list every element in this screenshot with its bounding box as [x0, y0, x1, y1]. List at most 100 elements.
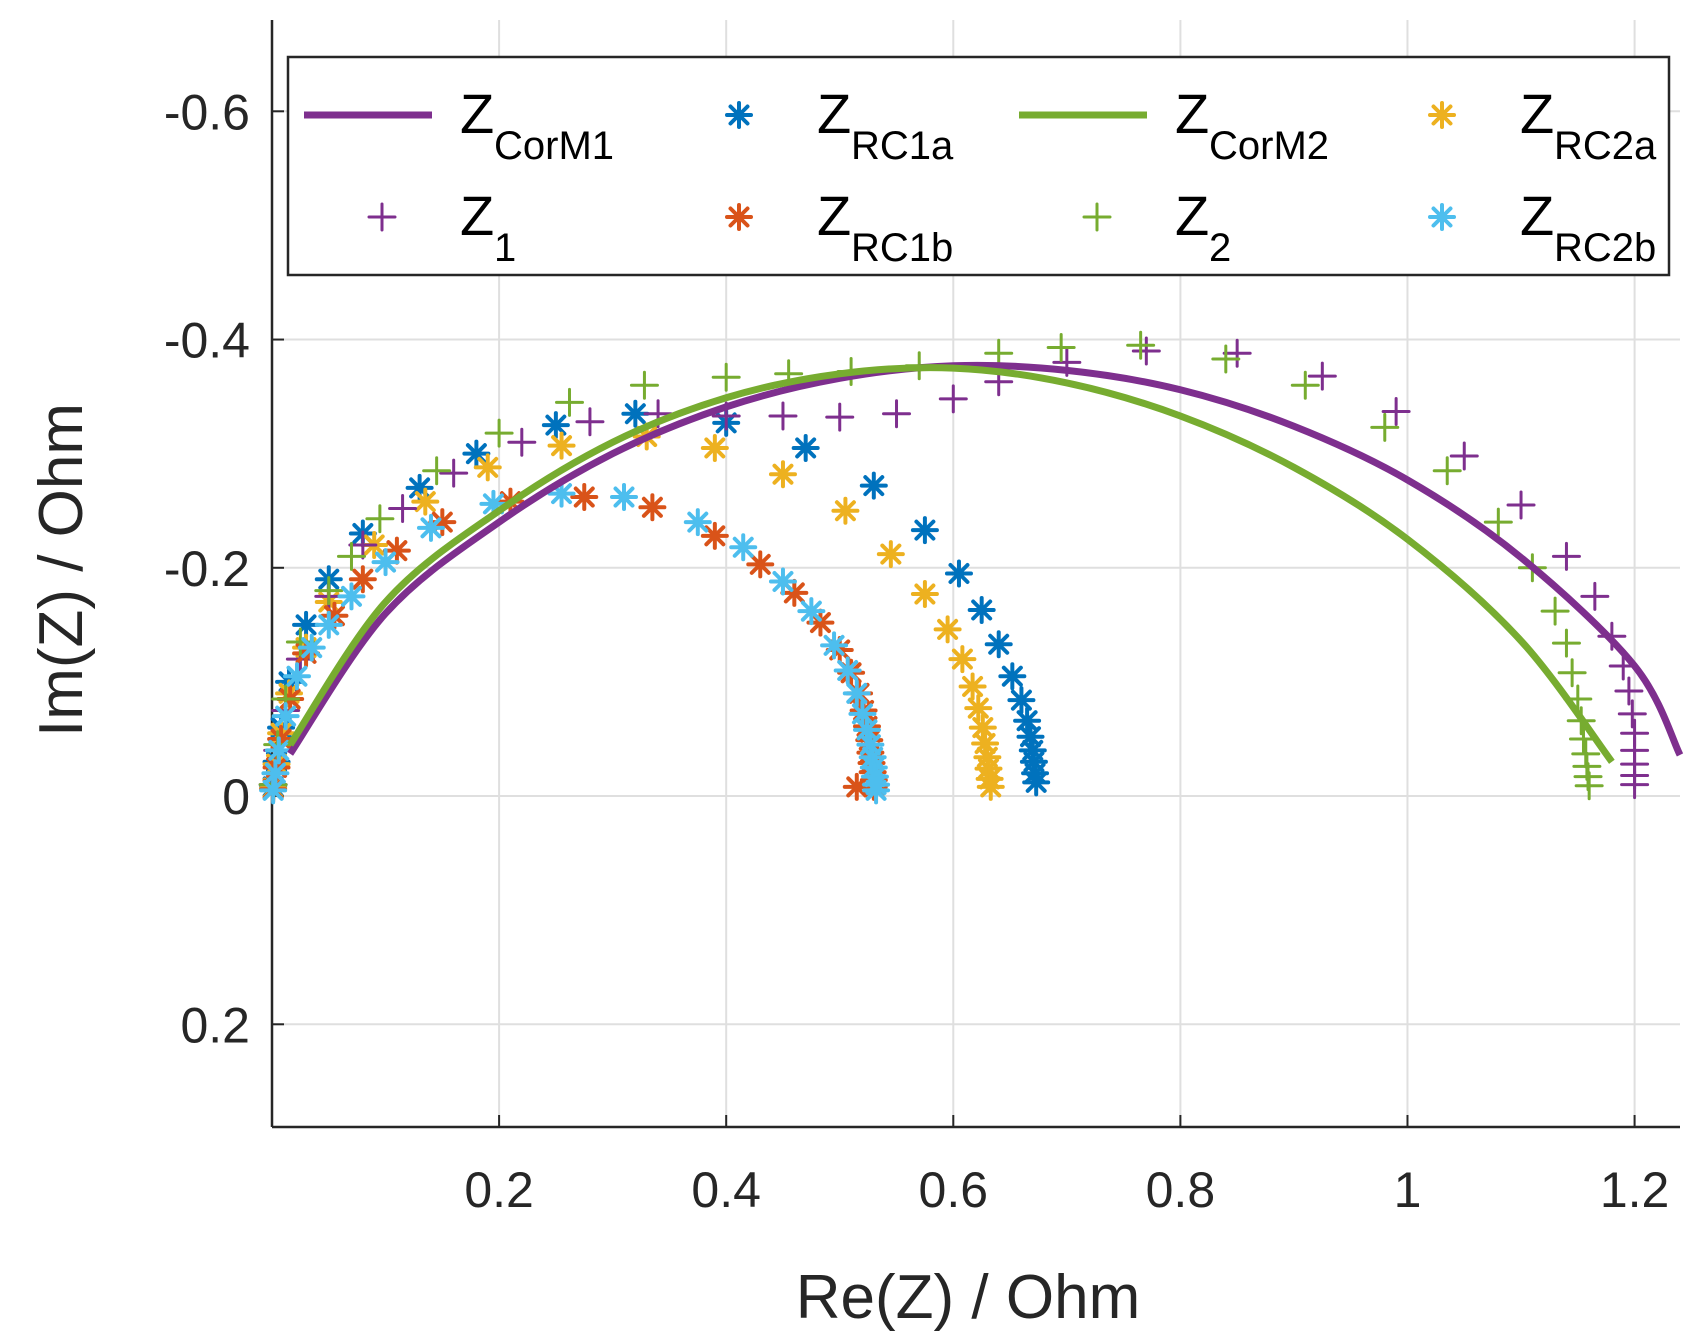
point-Z2	[629, 370, 659, 400]
point-RC2b	[416, 513, 445, 542]
point-RC2b	[259, 776, 288, 805]
point-RC1b	[746, 550, 775, 579]
point-Z1	[938, 384, 968, 414]
point-RC1a	[1022, 768, 1051, 797]
point-Z1	[1381, 396, 1411, 426]
point-RC2b	[610, 483, 638, 512]
point-Z2	[1211, 344, 1241, 374]
legend-label-sub: 1	[494, 226, 516, 270]
point-Z1	[507, 427, 537, 457]
tick-labels: 0.2 0.4 0.6 0.8 1 1.2 -0.6 -0.4 -0.2 0 0.2	[164, 84, 1670, 1218]
point-RC1a	[998, 662, 1027, 691]
legend-label-main: Z	[1175, 82, 1209, 145]
point-Z2	[1557, 658, 1587, 688]
legend-marker-swatch	[367, 202, 397, 232]
point-RC2a	[547, 431, 576, 460]
legend-label-sub: 2	[1209, 226, 1231, 270]
point-RC1b	[842, 772, 871, 801]
point-RC2a	[700, 433, 729, 462]
point-Z2	[1290, 370, 1320, 400]
point-Z2	[984, 338, 1014, 368]
series-CorM2	[287, 364, 1615, 764]
legend-marker-swatch	[725, 203, 753, 231]
legend-label-sub: RC1a	[851, 124, 954, 168]
point-Z2	[1126, 330, 1156, 360]
point-RC1a	[621, 399, 650, 428]
point-RC1b	[638, 493, 667, 522]
point-RC1a	[791, 433, 820, 462]
point-Z1	[388, 493, 418, 523]
x-tick-label: 1	[1394, 1162, 1422, 1218]
x-tick-label: 0.6	[919, 1162, 989, 1218]
point-Z1	[1620, 770, 1650, 800]
point-RC2a	[876, 540, 905, 569]
point-RC2b	[261, 759, 290, 788]
point-RC2a	[473, 453, 502, 482]
point-RC1a	[292, 610, 321, 639]
point-RC2b	[297, 633, 326, 662]
legend-marker-swatch	[1428, 101, 1456, 129]
point-RC2b	[729, 533, 758, 562]
point-Z2	[1370, 412, 1400, 442]
point-Z2	[711, 362, 741, 392]
point-Z1	[1506, 490, 1536, 520]
point-Z1	[1614, 676, 1644, 706]
data-series	[258, 330, 1684, 805]
series-RC2b	[259, 479, 891, 805]
point-RC2b	[833, 656, 862, 685]
series-Z1	[258, 336, 1650, 800]
y-tick-label: 0.2	[180, 997, 250, 1053]
point-RC2b	[842, 679, 871, 708]
point-RC2b	[282, 662, 311, 691]
point-Z2	[336, 541, 366, 571]
point-Z1	[348, 530, 378, 560]
x-tick-label: 1.2	[1600, 1162, 1670, 1218]
legend-label-sub: RC2b	[1554, 226, 1656, 270]
point-RC2a	[910, 580, 939, 609]
point-Z2	[484, 418, 514, 448]
point-Z1	[768, 401, 798, 431]
y-tick-label: 0	[222, 769, 250, 825]
point-Z2	[1574, 771, 1604, 801]
series-Z2	[258, 330, 1604, 801]
point-Z2	[554, 387, 584, 417]
point-Z2	[422, 456, 452, 486]
point-Z1	[1449, 441, 1479, 471]
point-RC2a	[976, 772, 1005, 801]
point-Z1	[1131, 336, 1161, 366]
point-RC2b	[862, 776, 891, 805]
legend-label-sub: CorM2	[1209, 124, 1329, 168]
legend-entry-Z2: Z2	[1082, 184, 1231, 270]
legend-label-main: Z	[1520, 82, 1554, 145]
point-RC2a	[831, 496, 860, 525]
legend-label-main: Z	[1175, 184, 1209, 247]
point-RC2a	[411, 487, 440, 516]
point-Z1	[1580, 581, 1610, 611]
x-tick-label: 0.2	[464, 1162, 534, 1218]
point-RC2a	[958, 672, 987, 701]
point-RC2b	[797, 597, 826, 626]
legend-label-sub: RC2a	[1554, 124, 1657, 168]
point-Z2	[1551, 628, 1581, 658]
point-RC2b	[271, 702, 300, 731]
point-RC2b	[314, 610, 343, 639]
point-RC1a	[910, 516, 939, 545]
point-Z2	[1432, 456, 1462, 486]
point-RC1a	[1007, 686, 1036, 715]
point-RC2b	[852, 715, 881, 744]
point-Z2	[1046, 333, 1076, 363]
y-tick-label: -0.2	[164, 541, 250, 597]
point-RC1a	[967, 596, 996, 625]
legend-marker-swatch	[1428, 203, 1456, 231]
point-RC2b	[848, 699, 877, 728]
point-Z2	[1483, 507, 1513, 537]
legend-label-main: Z	[817, 82, 851, 145]
point-RC2b	[371, 548, 400, 577]
